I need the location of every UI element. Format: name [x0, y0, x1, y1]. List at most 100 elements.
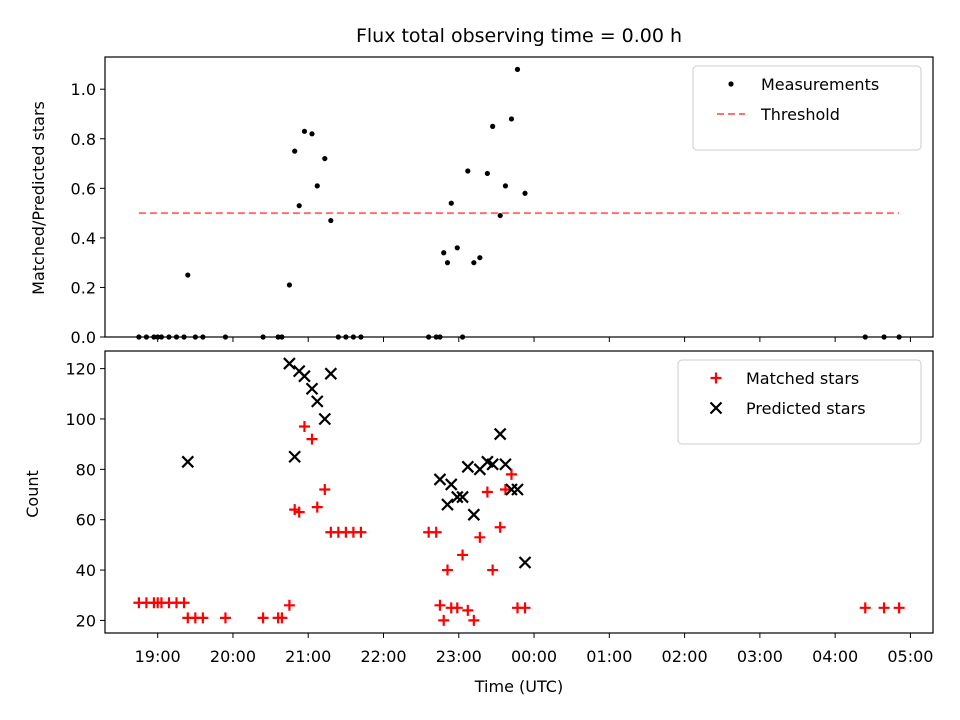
measurements-point [151, 334, 157, 340]
measurements-point [477, 255, 483, 261]
ratio-y-tick-label: 0.8 [71, 130, 96, 149]
x-tick-label: 00:00 [511, 647, 557, 666]
count-y-tick-label: 20 [76, 611, 96, 630]
x-tick-label: 01:00 [586, 647, 632, 666]
measurements-point [433, 334, 439, 340]
measurements-point [181, 334, 187, 340]
matched-stars-point [219, 612, 231, 624]
x-tick-label: 20:00 [210, 647, 256, 666]
ratio-y-tick-label: 0.0 [71, 328, 96, 347]
measurements-point [426, 334, 432, 340]
x-tick-label: 03:00 [737, 647, 783, 666]
predicted-stars-point [486, 458, 499, 471]
measurements-point [260, 334, 266, 340]
predicted-stars-point [461, 460, 475, 474]
measurements-point [862, 334, 868, 340]
count-y-tick-label: 120 [65, 360, 96, 379]
chart-title: Flux total observing time = 0.00 h [356, 25, 682, 47]
legend-measurements-marker [728, 81, 734, 87]
ratio-y-tick-label: 1.0 [71, 80, 96, 99]
matched-stars-point [893, 602, 905, 614]
matched-stars-point [355, 526, 367, 538]
count-y-tick-label: 40 [76, 561, 96, 580]
measurements-point [166, 334, 172, 340]
measurements-point [301, 128, 308, 134]
matched-stars-point [481, 486, 493, 498]
matched-stars-point [438, 614, 450, 626]
predicted-stars-point [511, 483, 524, 496]
count-plot-frame [104, 350, 934, 634]
measurements-point [155, 334, 161, 340]
matched-stars-point [283, 599, 295, 611]
predicted-stars-point [444, 478, 458, 491]
measurements-point [881, 334, 887, 340]
matched-stars-point [462, 604, 474, 616]
predicted-stars-point [310, 395, 324, 408]
matched-stars-point [494, 521, 506, 533]
measurements-point [441, 250, 447, 256]
matched-stars-point [468, 614, 480, 626]
ratio-panel: 0.0 0.2 0.4 0.6 0.8 1.0 Measurements Threshold [71, 56, 934, 347]
matched-stars-point [441, 564, 453, 576]
matched-stars-point [319, 483, 331, 495]
matched-stars-point [499, 483, 511, 495]
matched-stars-point [457, 549, 469, 561]
ratio-y-tick-label: 0.6 [71, 179, 96, 198]
measurements-point [490, 123, 496, 129]
count-legend [677, 359, 922, 445]
measurements-point [471, 260, 477, 266]
predicted-stars-point [493, 427, 507, 441]
measurements-point [143, 334, 149, 340]
matched-stars-point [178, 597, 190, 609]
legend-matched-stars-marker [710, 372, 722, 384]
measurements-point [522, 190, 528, 196]
x-tick-label: 19:00 [135, 647, 181, 666]
measurements-point [459, 334, 466, 340]
matched-stars-point [293, 506, 305, 518]
measurements-point [497, 212, 503, 219]
predicted-stars-point [305, 382, 319, 396]
measurements-point [448, 200, 454, 206]
measurements-point [444, 260, 451, 266]
x-tick-label: 21:00 [285, 647, 331, 666]
ratio-y-tick-label: 0.2 [71, 278, 96, 297]
y-axis-label-top: Matched/Predicted stars [29, 101, 48, 295]
measurements-point [484, 170, 490, 177]
count-y-tick-label: 60 [76, 511, 96, 530]
x-tick-label: 05:00 [887, 647, 933, 666]
y-axis-label-bottom: Count [23, 470, 42, 518]
x-tick-label: 02:00 [662, 647, 708, 666]
measurements-point [296, 203, 302, 209]
measurements-point [286, 282, 293, 288]
matched-stars-point [197, 612, 209, 624]
legend-matched-stars-label: Matched stars [746, 369, 859, 388]
measurements-point [343, 334, 349, 340]
matched-stars-point [505, 468, 517, 480]
predicted-stars-point [181, 455, 195, 469]
predicted-stars-point [518, 556, 532, 569]
matched-stars-point [257, 612, 269, 624]
measurements-point [275, 334, 281, 340]
predicted-stars-point [456, 490, 469, 504]
measurements-point [185, 272, 191, 278]
measurements-point [222, 334, 229, 340]
measurements-point [200, 334, 206, 340]
measurements-point [309, 131, 315, 137]
ratio-plot-frame [104, 56, 934, 338]
predicted-stars-point [441, 498, 454, 511]
predicted-stars-point [283, 357, 296, 370]
count-y-tick-label: 80 [76, 460, 96, 479]
measurements-point [465, 168, 471, 174]
matched-stars-point [474, 531, 486, 543]
ratio-y-tick-label: 0.4 [71, 229, 96, 248]
legend-threshold-label: Threshold [760, 105, 840, 124]
predicted-stars-point [318, 412, 332, 426]
x-axis-label: Time (UTC) [474, 677, 563, 696]
x-tick-label: 23:00 [436, 647, 482, 666]
legend-predicted-stars-marker [709, 401, 723, 415]
predicted-stars-point [467, 508, 481, 521]
measurements-point [279, 334, 285, 340]
measurements-point [508, 116, 515, 122]
count-panel: 20 40 60 80 100 120 19:00 20:00 21:00 22:00 23:00 0… [65, 350, 934, 666]
